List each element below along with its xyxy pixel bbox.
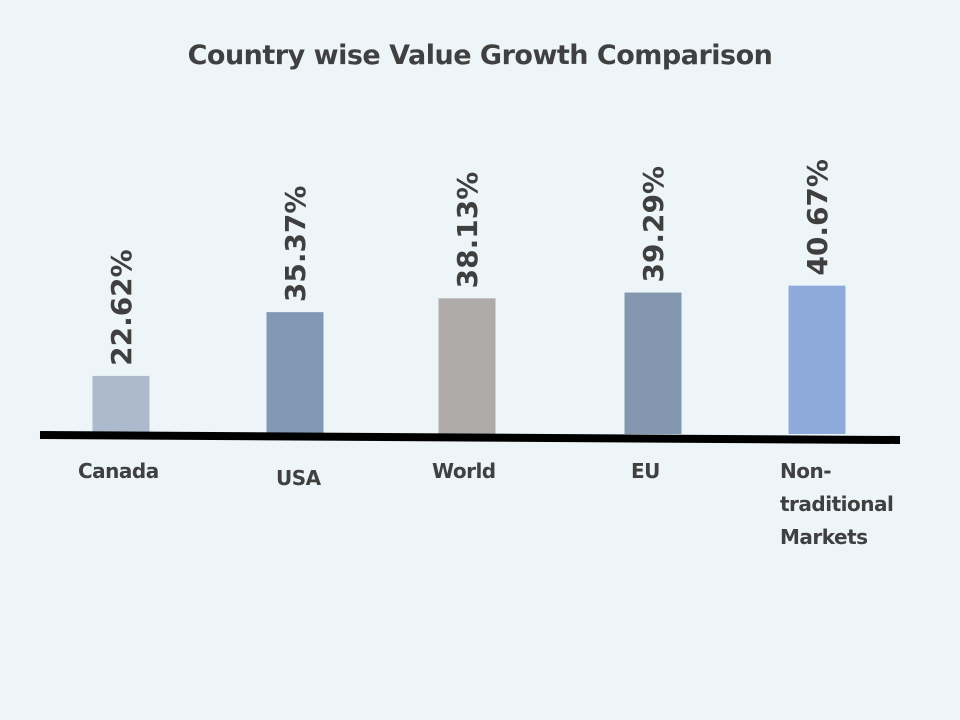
category-label: Canada bbox=[78, 455, 159, 488]
bar-usa bbox=[266, 312, 324, 434]
data-label: 38.13% bbox=[451, 172, 484, 289]
category-label: World bbox=[432, 455, 496, 488]
data-label: 22.62% bbox=[105, 249, 138, 366]
bar-eu bbox=[624, 292, 682, 434]
category-label-line: traditional bbox=[780, 492, 894, 516]
category-label-line: Non- bbox=[780, 459, 832, 483]
category-label-line: Canada bbox=[78, 459, 159, 483]
category-label: Non-traditional Markets bbox=[780, 455, 894, 554]
x-axis-line bbox=[39, 431, 901, 444]
data-label: 40.67% bbox=[801, 159, 834, 276]
bar-canada bbox=[92, 375, 150, 434]
category-label: USA bbox=[276, 462, 321, 495]
category-label-line: USA bbox=[276, 466, 321, 490]
bars-group bbox=[92, 285, 846, 434]
category-label-line: Markets bbox=[780, 525, 868, 549]
category-label: EU bbox=[631, 455, 660, 488]
data-label: 39.29% bbox=[637, 166, 670, 283]
bar-non-traditional-markets bbox=[788, 285, 846, 434]
data-label: 35.37% bbox=[279, 186, 312, 303]
category-label-line: World bbox=[432, 459, 496, 483]
category-label-line: EU bbox=[631, 459, 660, 483]
chart-title: Country wise Value Growth Comparison bbox=[187, 40, 773, 71]
bar-world bbox=[438, 298, 496, 434]
data-labels-group: 22.62% 35.37% 38.13% 39.29% 40.67% bbox=[105, 159, 834, 366]
